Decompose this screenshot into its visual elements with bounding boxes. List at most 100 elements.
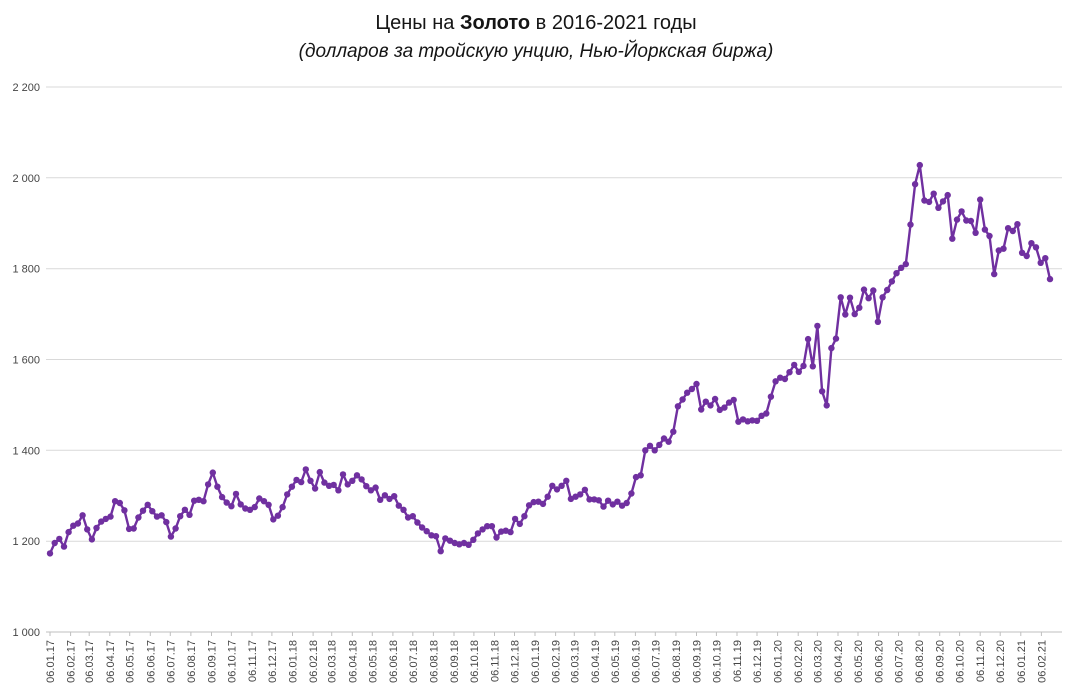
data-point-marker [642,447,649,454]
data-point-marker [967,217,975,225]
data-point-marker [288,483,296,490]
x-tick-label: 06.02.19 [551,640,563,683]
data-point-marker [321,479,328,486]
data-point-marker [1042,255,1049,262]
data-point-marker [228,503,235,510]
chart-header: Цены на Золото в 2016-2021 годы (долларо… [0,9,1072,66]
data-point-marker [353,472,361,479]
data-point-marker [860,286,868,293]
x-tick-label: 06.12.18 [510,640,522,683]
data-point-marker [74,520,82,527]
data-point-marker [395,502,402,509]
data-point-marker [986,232,993,240]
data-point-marker [1037,259,1044,266]
data-point-marker [51,539,58,547]
data-point-marker [525,502,533,509]
data-point-marker [237,501,244,508]
data-point-marker [791,361,798,369]
data-point-marker [837,294,844,301]
data-point-marker [600,503,607,510]
data-point-marker [409,513,416,520]
data-point-marker [893,270,900,277]
data-point-marker [511,515,519,523]
data-point-marker [60,543,68,550]
data-point-marker [88,536,96,543]
data-point-marker [177,513,184,520]
data-point-marker [795,368,802,375]
data-point-marker [911,181,919,188]
data-point-marker [707,402,714,409]
x-tick-label: 06.01.17 [45,640,57,683]
data-point-marker [702,398,709,405]
x-tick-label: 06.05.19 [610,640,622,683]
data-point-marker [270,516,277,523]
x-tick-label: 06.09.19 [692,640,704,683]
data-point-marker [488,523,496,530]
data-point-marker [1014,221,1021,228]
x-tick-label: 06.10.20 [955,640,967,683]
x-tick-label: 06.03.17 [84,640,96,683]
data-point-marker [907,221,914,228]
data-point-marker [949,235,956,242]
chart-title-prefix: Цены на [375,12,460,34]
data-point-marker [763,410,770,417]
y-tick-label: 1 200 [12,536,40,548]
x-tick-label: 06.07.20 [894,640,906,683]
x-tick-label: 06.10.17 [226,640,238,683]
x-tick-label: 06.09.20 [935,640,947,683]
x-tick-label: 06.01.21 [1016,640,1028,683]
data-point-marker [865,295,872,302]
x-tick-label: 06.04.18 [347,640,359,683]
data-point-marker [423,528,430,535]
data-point-marker [437,548,444,555]
y-tick-label: 2 200 [12,82,40,94]
x-tick-label: 06.12.19 [752,640,764,683]
data-point-marker [163,518,170,526]
x-tick-label: 06.10.19 [711,640,723,683]
x-tick-label: 06.09.18 [449,640,461,683]
data-point-marker [935,204,942,211]
x-tick-label: 06.07.17 [165,640,177,683]
data-point-marker [116,499,124,507]
x-tick-label: 06.07.19 [650,640,662,683]
data-point-marker [674,403,682,410]
data-point-marker [377,496,384,503]
data-point-marker [549,482,556,489]
data-point-marker [786,369,793,376]
data-point-marker [828,344,835,352]
data-point-marker [418,524,426,531]
data-point-marker [256,495,263,502]
data-point-marker [604,497,612,504]
x-tick-label: 06.01.18 [288,640,300,683]
data-point-marker [660,435,668,442]
data-point-marker [372,484,379,491]
x-tick-label: 06.06.20 [874,640,886,683]
data-point-marker [530,498,537,506]
data-point-marker [953,216,961,223]
data-point-marker [474,530,482,537]
data-point-marker [1023,252,1030,260]
data-point-marker [623,499,630,507]
data-point-marker [265,501,272,508]
data-point-marker [56,535,63,543]
data-point-marker [851,310,858,318]
data-point-marker [298,478,305,486]
data-point-marker [214,483,221,490]
data-point-marker [753,417,761,424]
data-point-marker [818,388,826,395]
data-point-marker [637,472,644,479]
data-point-marker [884,286,891,294]
data-point-marker [898,264,905,271]
data-point-marker [386,495,393,503]
data-point-marker [721,404,728,411]
data-point-marker [558,482,565,489]
x-tick-label: 06.11.20 [975,640,987,682]
x-tick-label: 06.04.20 [833,640,845,683]
x-tick-label: 06.04.17 [105,640,117,683]
data-point-marker [879,294,886,301]
data-point-marker [223,499,230,506]
data-point-marker [1004,225,1012,232]
data-point-marker [916,161,923,169]
data-point-marker [539,500,547,508]
data-point-marker [679,396,686,403]
